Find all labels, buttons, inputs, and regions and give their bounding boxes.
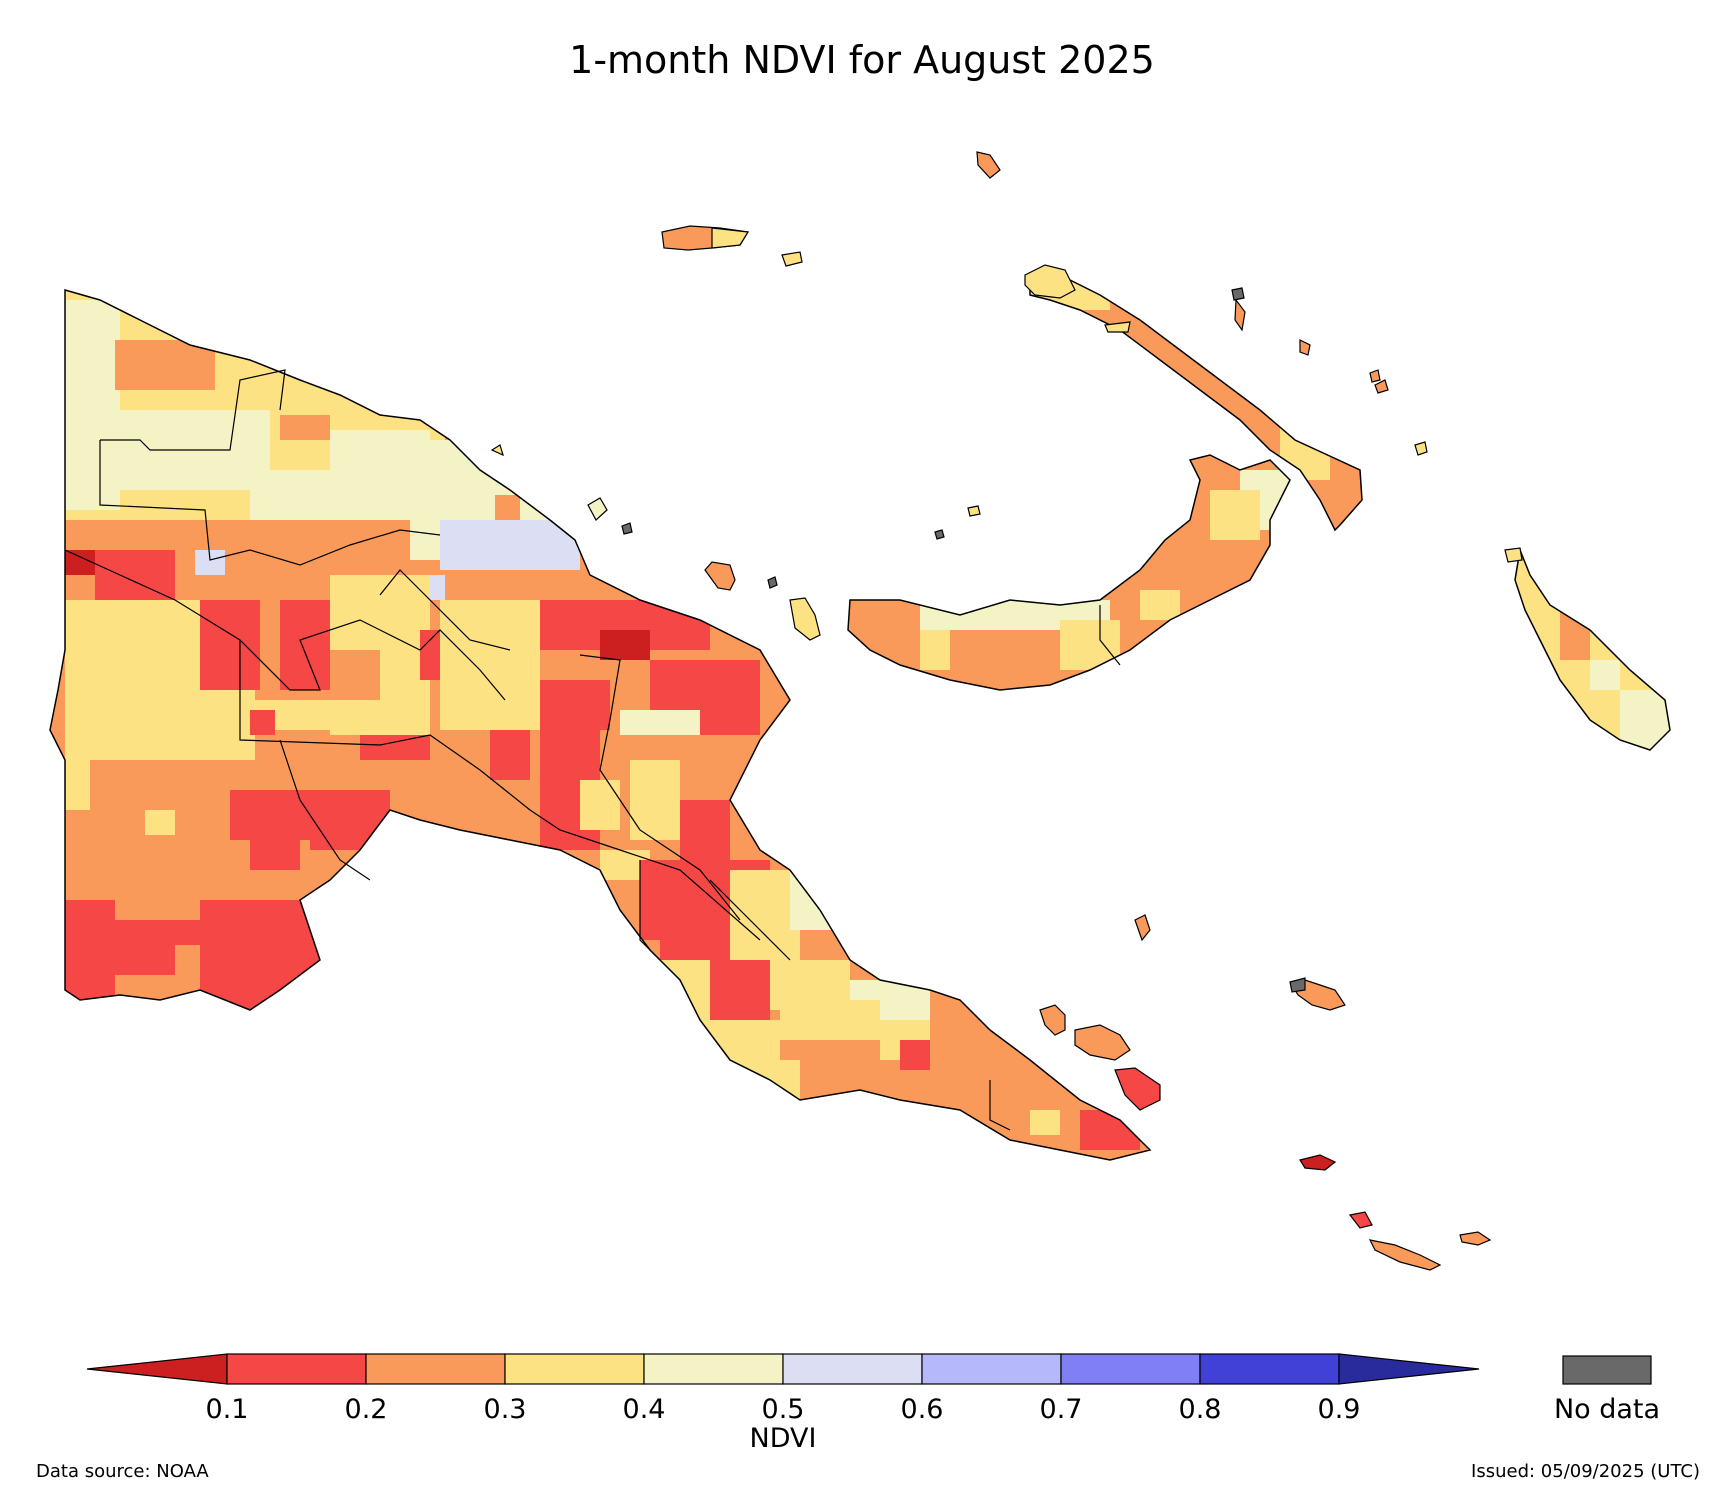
colorbar-extend-high: [1338, 1353, 1480, 1385]
no-data-label: No data: [1554, 1394, 1660, 1425]
tick-label: 0.8: [1179, 1394, 1222, 1425]
tick-label: 0.4: [623, 1394, 666, 1425]
tick-label: 0.3: [484, 1394, 527, 1425]
new-britain-island: [847, 454, 1291, 691]
small-islands: [490, 151, 1523, 1271]
colorbar-bin-0.1-0.2: [226, 1353, 367, 1385]
tick-label: 0.9: [1318, 1394, 1361, 1425]
colorbar-bin-0.6-0.7: [921, 1353, 1062, 1385]
colorbar-ticks: 0.1 0.2 0.3 0.4 0.5 0.6 0.7 0.8 0.9 NDVI…: [206, 1394, 1661, 1454]
colorbar-bin-0.2-0.3: [365, 1353, 506, 1385]
tick-label: 0.7: [1040, 1394, 1083, 1425]
no-data-swatch: [1562, 1355, 1652, 1385]
tick-label: 0.1: [206, 1394, 249, 1425]
colorbar-label: NDVI: [750, 1423, 817, 1454]
mainland-region: [49, 289, 1152, 1161]
map-title: 1-month NDVI for August 2025: [569, 38, 1155, 82]
colorbar-bin-0.7-0.8: [1060, 1353, 1201, 1385]
new-ireland-island: [1029, 274, 1363, 532]
colorbar-bin-0.8-0.9: [1199, 1353, 1340, 1385]
tick-label: 0.6: [901, 1394, 944, 1425]
colorbar: [86, 1353, 1652, 1385]
colorbar-bin-0.3-0.4: [504, 1353, 645, 1385]
tick-label: 0.5: [762, 1394, 805, 1425]
bougainville-island: [1514, 547, 1671, 751]
province-boundaries: [64, 369, 1011, 1131]
issued-date-note: Issued: 05/09/2025 (UTC): [1471, 1461, 1700, 1482]
data-source-note: Data source: NOAA: [36, 1461, 209, 1482]
colorbar-extend-low: [86, 1353, 228, 1385]
colorbar-bin-0.4-0.5: [643, 1353, 784, 1385]
tick-label: 0.2: [345, 1394, 388, 1425]
colorbar-bin-0.5-0.6: [782, 1353, 923, 1385]
